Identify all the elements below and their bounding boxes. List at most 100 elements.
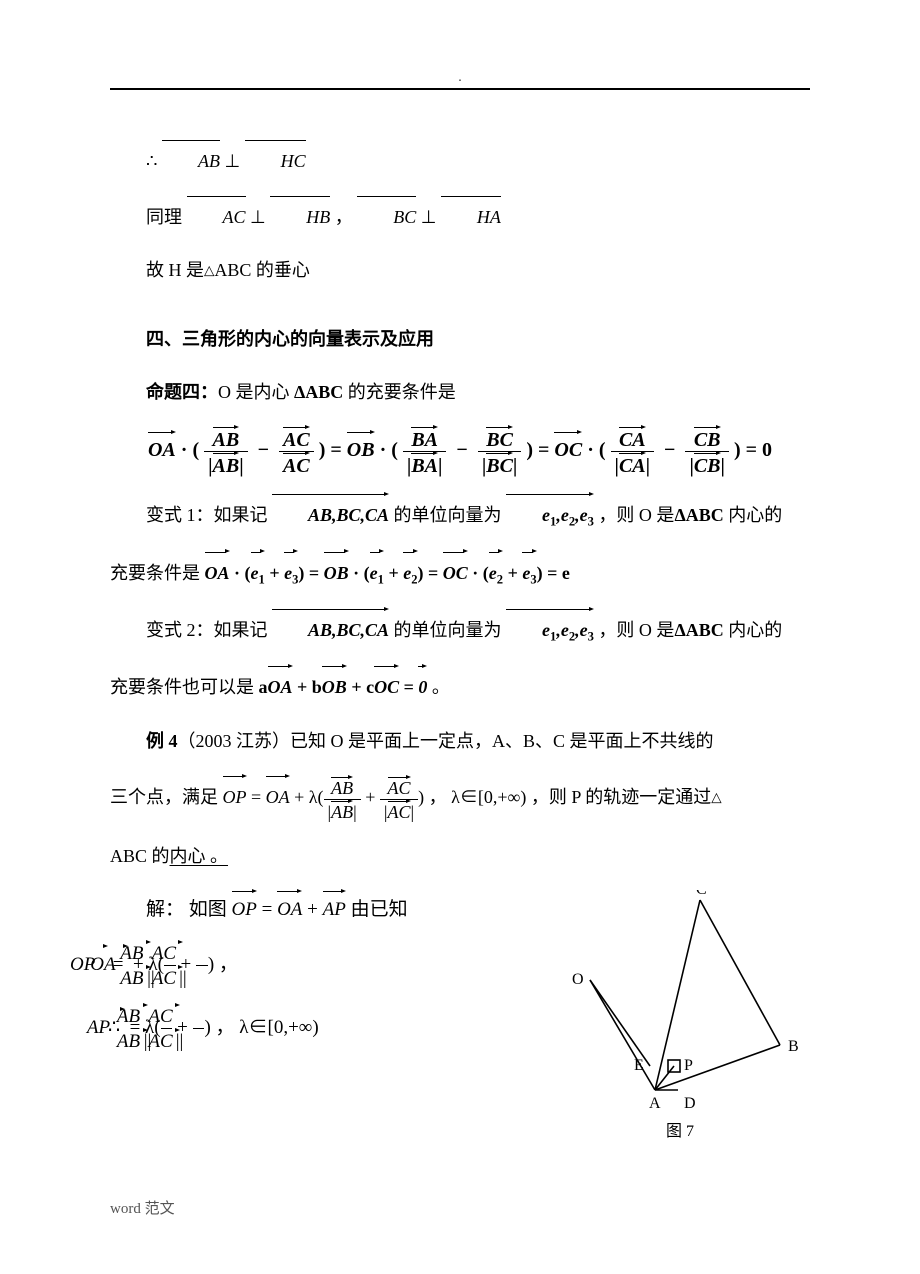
- v2-vecs: AB,BC,CA: [272, 608, 389, 651]
- eq-f1n: AB: [213, 426, 240, 451]
- seg-hc: HC: [245, 140, 306, 182]
- example-4-line2: 三个点，满足 OP = OA + λ(AB|AB| + AC|AC|) ， λ∈…: [110, 775, 810, 822]
- v2-l2a: 充要条件也可以是: [110, 677, 254, 697]
- ex4-ba: 已知 O 是平面上一定点，A、B、C 是平面上不共线的: [290, 731, 714, 751]
- so-h-text: 故 H 是: [146, 260, 204, 280]
- v2eq-oc: OC: [374, 665, 399, 708]
- v1-e2b: 2: [569, 515, 575, 529]
- v1-e1b: 1: [550, 515, 556, 529]
- v2eq-zero: 0: [418, 665, 427, 708]
- v1-taila: ，则 O 是: [598, 505, 674, 525]
- figure-caption: 图 7: [550, 1117, 810, 1141]
- s1-tail: 由已知: [351, 899, 408, 920]
- s3-int: [0,+∞): [268, 1017, 319, 1038]
- v2-e1b: 1: [550, 630, 556, 644]
- v1-e1a: e: [542, 505, 550, 525]
- perp-1: ⊥: [220, 151, 245, 171]
- variant-1-line2: 充要条件是 OA · (e1 + e3) = OB · (e1 + e2) = …: [110, 551, 810, 594]
- v1-mid: 的单位向量为: [394, 505, 502, 525]
- prop4-pre: O 是内心: [218, 382, 290, 402]
- ex4-f1n: AB: [331, 776, 353, 799]
- eq-f3n: BA: [411, 426, 438, 451]
- v1eq-e2c: e: [489, 563, 497, 583]
- v2-e3a: e: [580, 620, 588, 640]
- svg-text:D: D: [684, 1095, 696, 1110]
- footer-text: word 范文: [110, 1197, 175, 1218]
- ex4-l3: ABC 的: [110, 846, 170, 866]
- eq-f1d: AB: [213, 452, 240, 477]
- eq-f4n: BC: [486, 426, 513, 451]
- v2-taila: ，则 O 是: [598, 620, 674, 640]
- diagram-svg: OABCDEP: [550, 890, 810, 1110]
- s1-ap: AP: [323, 890, 346, 927]
- perp-3: ⊥: [416, 207, 441, 227]
- prop4-post: 的充要条件是: [348, 382, 456, 402]
- example-4-line3: ABC 的内心 。: [110, 837, 810, 877]
- v1eq-e1c: e: [370, 563, 378, 583]
- v2-e2a: e: [561, 620, 569, 640]
- v2-e2b: 2: [569, 630, 575, 644]
- s1-op: OP: [232, 890, 257, 927]
- eq-f5n: CA: [619, 426, 646, 451]
- svg-text:C: C: [696, 890, 707, 898]
- svg-text:A: A: [649, 1095, 661, 1110]
- v2eq-eq: =: [404, 677, 414, 697]
- prop4-tri: ΔABC: [294, 382, 343, 402]
- ex4-l2pre: 三个点，满足: [110, 787, 218, 807]
- eq-f5d: CA: [619, 452, 646, 477]
- v1-tailb: 内心的: [724, 505, 783, 525]
- orthocenter-conclusion: 故 H 是△ABC 的垂心: [110, 251, 810, 291]
- v2eq-ob: OB: [322, 665, 347, 708]
- likewise-text: 同理: [146, 207, 182, 227]
- perp-2: ⊥: [246, 207, 271, 227]
- header-divider: [110, 88, 810, 90]
- s3-close: ) ， λ∈: [204, 1017, 267, 1038]
- v1eq-oc: OC: [443, 551, 468, 594]
- ex4-f2d: AC: [388, 800, 411, 823]
- v2eq-p1: +: [297, 677, 307, 697]
- vec-OA: OA: [148, 431, 176, 466]
- v2-mid: 的单位向量为: [394, 620, 502, 640]
- s1-plus: +: [302, 899, 322, 920]
- v1-tri: ΔABC: [674, 505, 723, 525]
- line-ab-hc: ∴ AB ⊥ HC: [110, 140, 810, 182]
- section-4-title: 四、三角形的内心的向量表示及应用: [110, 321, 810, 357]
- eq-f4d: BC: [486, 452, 513, 477]
- v2eq-c: c: [366, 677, 374, 697]
- variant-1-line1: 变式 1：如果记 AB,BC,CA 的单位向量为 e1,e2,e3 ，则 O 是…: [110, 493, 810, 536]
- svg-text:E: E: [634, 1057, 644, 1074]
- v1eq-e1b: 1: [259, 572, 265, 586]
- prop4-head: 命题四：: [146, 382, 218, 402]
- sol-pre: 解： 如图: [146, 899, 227, 920]
- v2eq-a: a: [259, 677, 268, 697]
- v2eq-b: b: [312, 677, 322, 697]
- ex4-eq: =: [247, 787, 266, 807]
- ex4-f1d: AB: [331, 800, 353, 823]
- ex4-tail: ，则 P 的轨迹一定通过: [531, 787, 711, 807]
- ex4-f2n: AC: [388, 776, 411, 799]
- ex4-close: ) ， λ∈: [418, 787, 478, 807]
- v1eq-e2d: 2: [497, 572, 503, 586]
- solution-text: 解： 如图 OP = OA + AP 由已知 OP = OA + λ(AB|AB…: [110, 890, 532, 1067]
- proposition-4: 命题四：O 是内心 ΔABC 的充要条件是: [110, 373, 810, 413]
- small-tri-1: △: [204, 263, 214, 278]
- abc-ortho: ABC 的垂心: [214, 260, 310, 280]
- v2eq-oa: OA: [268, 665, 293, 708]
- ex4-plus: + λ(: [290, 787, 324, 807]
- v1-l2a: 充要条件是: [110, 563, 200, 583]
- svg-text:P: P: [684, 1057, 693, 1074]
- eq-f2n: AC: [283, 426, 310, 451]
- v1eq-ob: OB: [324, 551, 349, 594]
- v1eq-e1a: e: [251, 563, 259, 583]
- seg-hb: HB: [270, 196, 330, 238]
- v2-period: 。: [432, 677, 450, 697]
- s1-oa: OA: [277, 890, 302, 927]
- v1eq-oa: OA: [205, 551, 230, 594]
- eq-f6n: CB: [694, 426, 721, 451]
- eq-f3d: BA: [411, 452, 438, 477]
- eq-f6d: CB: [694, 452, 721, 477]
- header-dot: .: [110, 70, 810, 86]
- solution-block: 解： 如图 OP = OA + AP 由已知 OP = OA + λ(AB|AB…: [110, 890, 810, 1141]
- seg-ac: AC: [187, 196, 246, 238]
- v2-e3b: 3: [588, 630, 594, 644]
